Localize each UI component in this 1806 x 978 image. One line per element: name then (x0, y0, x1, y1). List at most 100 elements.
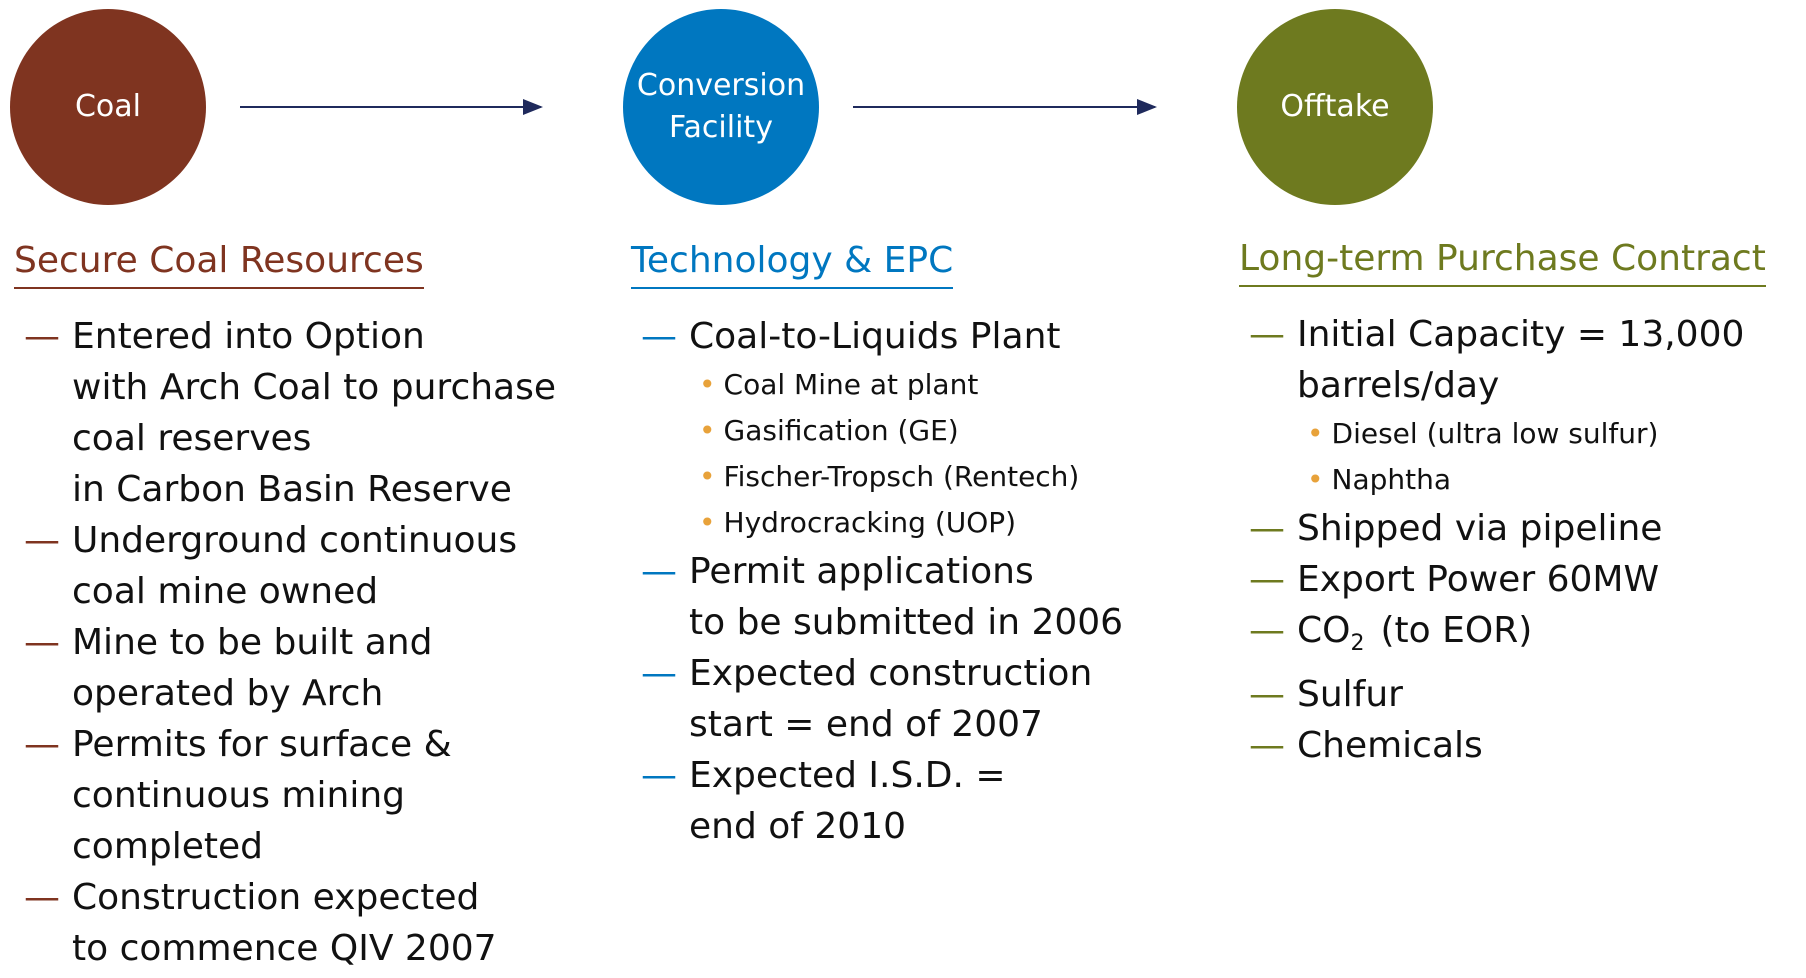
sub-text: Fischer-Tropsch (Rentech) (723, 460, 1080, 493)
sub-item: • Fischer-Tropsch (Rentech) (699, 454, 1123, 500)
bullet-line: with Arch Coal to purchase (72, 362, 556, 413)
sub-bullet: • (1307, 463, 1324, 496)
bullet-item: — Mine to be built and operated by Arch (14, 617, 556, 719)
bullet-item: — Expected I.S.D. = end of 2010 (631, 750, 1123, 852)
subscript: 2 (1350, 631, 1365, 657)
bullet-line: Entered into Option (72, 311, 556, 362)
sub-bullet: • (699, 368, 716, 401)
circle-label: Facility (669, 110, 773, 145)
sub-text: Hydrocracking (UOP) (723, 506, 1017, 539)
bullet-line: start = end of 2007 (689, 699, 1123, 750)
bullet-dash: — (641, 551, 677, 592)
bullet-text: operated by Arch (72, 673, 384, 714)
sub-text: Naphtha (1331, 463, 1452, 496)
bullet-line: continuous mining (72, 770, 556, 821)
circle: Coal (10, 9, 206, 205)
bullet-dash: — (24, 724, 60, 765)
circle: Offtake (1237, 9, 1433, 205)
bullet-item: — Coal-to-Liquids Plant • Coal Mine at plan… (631, 311, 1123, 546)
bullet-line: Sulfur (1297, 669, 1766, 720)
bullet-line: Coal-to-Liquids Plant (689, 311, 1123, 362)
bullet-text: with Arch Coal to purchase (72, 367, 557, 408)
bullet-dash: — (24, 877, 60, 918)
bullet-item: — Export Power 60MW (1239, 554, 1766, 605)
bullet-item: — CO2 (to EOR) (1239, 605, 1766, 669)
bullet-dash: — (24, 622, 60, 663)
column: Technology & EPC — Coal-to-Liquids Plant • C… (631, 240, 1123, 852)
circle-label: Offtake (1280, 89, 1390, 124)
bullet-text: end of 2010 (689, 806, 907, 847)
bullet-dash: — (24, 520, 60, 561)
bullet-line: coal reserves (72, 413, 556, 464)
bullet-item: — Construction expected to commence QIV 20… (14, 872, 556, 974)
bullet-text: Initial Capacity = 13,000 (1297, 314, 1745, 355)
bullet-text: Permit applications (689, 551, 1034, 592)
bullet-text: in Carbon Basin Reserve (72, 469, 512, 510)
circle-label: Coal (74, 89, 142, 124)
sub-item: • Gasification (GE) (699, 408, 1123, 454)
bullet-line: Underground continuous (72, 515, 556, 566)
bullet-dash: — (1249, 610, 1285, 651)
bullet-dash: — (641, 653, 677, 694)
bullet-text: start = end of 2007 (689, 704, 1043, 745)
bullet-line: operated by Arch (72, 668, 556, 719)
heading: Technology & EPC (631, 240, 954, 289)
bullet-dash: — (641, 755, 677, 796)
bullet-text: Expected I.S.D. = (689, 755, 1006, 796)
bullet-line: to be submitted in 2006 (689, 597, 1123, 648)
bullet-text: CO (1297, 610, 1351, 651)
bullet-text: Expected construction (689, 653, 1093, 694)
sub-item: • Coal Mine at plant (699, 362, 1123, 408)
bullet-line: Construction expected (72, 872, 556, 923)
bullet-text: Export Power 60MW (1297, 559, 1660, 600)
bullet-dash: — (1249, 314, 1285, 355)
sub-text: Diesel (ultra low sulfur) (1331, 417, 1659, 450)
bullet-dash: — (1249, 508, 1285, 549)
bullet-line: Permit applications (689, 546, 1123, 597)
bullet-dash: — (1249, 559, 1285, 600)
bullet-item: — Expected construction start = end of 200… (631, 648, 1123, 750)
bullet-line: to commence QIV 2007 (72, 923, 556, 974)
bullet-line: Expected construction (689, 648, 1123, 699)
sub-bullet: • (699, 460, 716, 493)
sub-bullet: • (699, 506, 716, 539)
bullet-line: Expected I.S.D. = (689, 750, 1123, 801)
bullet-text: coal reserves (72, 418, 312, 459)
bullet-line: Permits for surface & (72, 719, 556, 770)
bullet-text: Sulfur (1297, 674, 1403, 716)
bullet-item: — Chemicals (1239, 720, 1766, 771)
bullet-item: — Shipped via pipeline (1239, 503, 1766, 554)
bullet-text: continuous mining (72, 775, 405, 816)
column: Secure Coal Resources — Entered into Optio… (14, 240, 556, 974)
bullet-suffix: (to EOR) (1380, 610, 1533, 651)
bullet-item: — Entered into Option with Arch Coal to pu… (14, 311, 556, 515)
circle-label: Conversion (636, 68, 806, 103)
bullet-dash: — (1249, 725, 1285, 767)
bullet-text: Coal-to-Liquids Plant (689, 316, 1061, 357)
bullet-line: barrels/day (1297, 360, 1766, 411)
bullet-dash: — (641, 316, 677, 357)
bullet-text: Permits for surface & (72, 724, 452, 765)
bullet-line: end of 2010 (689, 801, 1123, 852)
sub-bullet: • (699, 414, 716, 447)
bullet-text: barrels/day (1297, 365, 1500, 406)
bullet-line: Shipped via pipeline (1297, 503, 1766, 554)
bullet-text: to commence QIV 2007 (72, 928, 497, 969)
bullet-item: — Permit applications to be submitted in 2… (631, 546, 1123, 648)
bullet-line: CO2 (to EOR) (1297, 605, 1766, 669)
bullet-dash: — (1249, 674, 1285, 716)
bullet-list: — Coal-to-Liquids Plant • Coal Mine at plan… (631, 311, 1123, 852)
circle: Conversion Facility (623, 9, 819, 205)
bullet-text: Underground continuous (72, 520, 518, 561)
bullet-line: Export Power 60MW (1297, 554, 1766, 605)
bullet-line: Initial Capacity = 13,000 (1297, 309, 1766, 360)
bullet-line: Mine to be built and (72, 617, 556, 668)
bullet-item: — Permits for surface & continuous mining c… (14, 719, 556, 872)
column: Long-term Purchase Contract — Initial Capa… (1239, 238, 1766, 771)
bullet-line: completed (72, 821, 556, 872)
sub-text: Gasification (GE) (723, 414, 959, 447)
bullet-line: in Carbon Basin Reserve (72, 464, 556, 515)
bullet-text: coal mine owned (72, 571, 379, 612)
